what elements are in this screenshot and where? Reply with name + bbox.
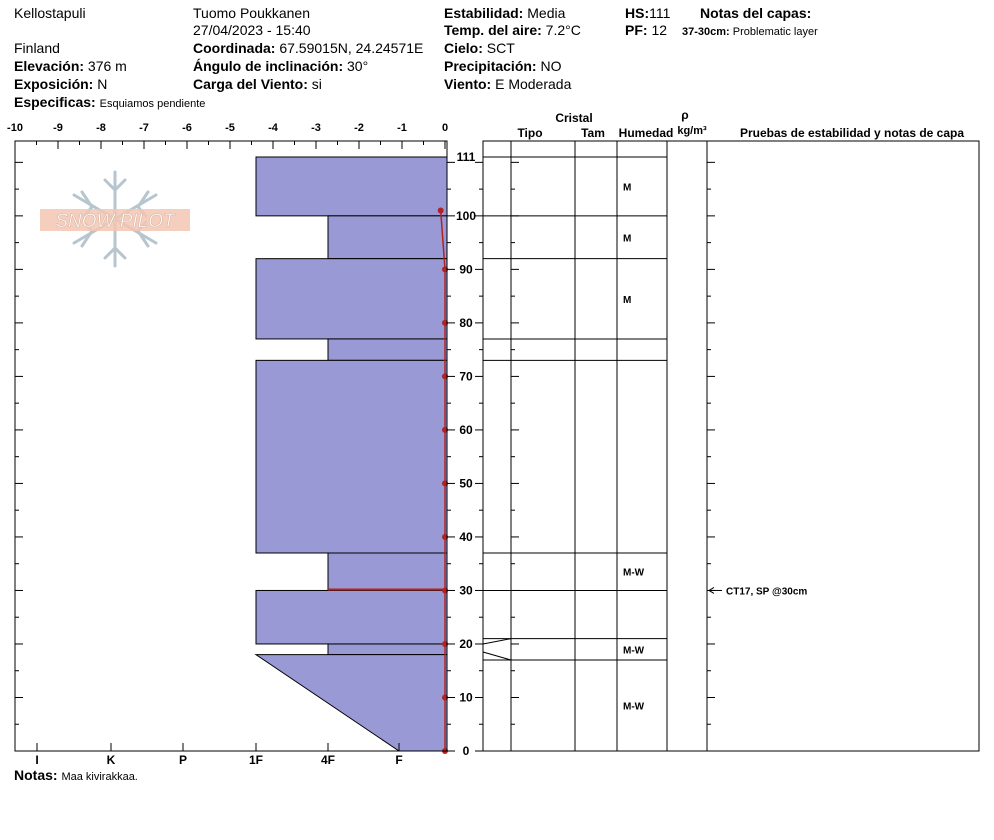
depth-tick-label: 0	[463, 744, 470, 758]
crystal-header: Cristal	[555, 111, 592, 125]
layer-panel-frame	[482, 140, 980, 752]
humidity-label: M	[623, 182, 631, 193]
humidity-header: Humedad	[619, 126, 674, 140]
depth-tick-label: 70	[459, 369, 473, 383]
layer-connector-slant	[482, 638, 512, 645]
depth-tick-label: 111	[457, 150, 476, 164]
observer: Tuomo Poukkanen	[193, 5, 310, 21]
humidity-label: M-W	[623, 568, 645, 579]
tests-header: Pruebas de estabilidad y notas de capa	[740, 126, 964, 140]
temp-tick-label: -8	[96, 122, 106, 134]
layer-connector-slant	[482, 651, 512, 661]
temp-tick-label: -2	[354, 122, 364, 134]
rho-header: ρ	[681, 108, 688, 122]
hardness-bar-5	[327, 552, 448, 591]
hs: HS:111	[625, 5, 671, 21]
depth-tick-label: 90	[459, 262, 473, 276]
hardness-bar-1	[327, 215, 448, 260]
snowpilot-logo: SNOW PILOT	[40, 170, 190, 268]
depth-tick-label: 50	[459, 476, 473, 490]
location: Kellostapuli	[14, 5, 86, 21]
hardness-bar-4	[255, 359, 448, 554]
hardness-bar-7	[327, 643, 448, 656]
depth-tick-label: 60	[459, 423, 473, 437]
hardness-bar-8	[254, 654, 448, 752]
temp-tick-label: -3	[311, 122, 321, 134]
stability-test-label: CT17, SP @30cm	[726, 586, 807, 597]
hardness-bar-2	[255, 258, 448, 340]
stability: Estabilidad: Media	[444, 5, 566, 21]
hardness-tick-label: 1F	[249, 753, 263, 767]
logo-text: SNOW PILOT	[55, 211, 176, 232]
depth-tick-label: 80	[459, 316, 473, 330]
layer-notes-title: Notas del capas:	[700, 5, 812, 21]
hardness-tick-label: K	[107, 753, 116, 767]
temp-tick-label: -4	[268, 122, 279, 134]
hardness-plot-frame	[14, 140, 448, 752]
size-header: Tam	[581, 126, 605, 140]
temp-tick-label: -6	[182, 122, 192, 134]
precipitation: Precipitación: NO	[444, 58, 562, 74]
specifics: Especificas: Esquiamos pendiente	[14, 94, 206, 110]
slope-angle: Ángulo de inclinación: 30°	[193, 58, 369, 74]
hardness-bar-6	[255, 589, 448, 645]
temperature-point-0	[437, 207, 444, 214]
temp-tick-label: -10	[7, 122, 23, 134]
type-header: Tipo	[517, 126, 542, 140]
depth-tick-label: 40	[459, 530, 473, 544]
air-temp: Temp. del aire: 7.2°C	[444, 22, 581, 38]
datetime: 27/04/2023 - 15:40	[193, 22, 311, 38]
humidity-label: M-W	[623, 645, 645, 656]
hardness-tick-label: 4F	[321, 753, 335, 767]
humidity-label: M-W	[623, 702, 645, 713]
sky: Cielo: SCT	[444, 40, 515, 56]
density-unit-header: kg/m³	[677, 125, 707, 137]
aspect: Exposición: N	[14, 76, 108, 92]
depth-tick-label: 30	[459, 583, 473, 597]
humidity-label: M	[623, 295, 631, 306]
layer-note: 37-30cm: Problematic layer	[682, 26, 818, 38]
country: Finland	[14, 40, 60, 56]
temp-tick-label: -7	[139, 122, 149, 134]
hardness-tick-label: P	[179, 753, 187, 767]
depth-tick-label: 20	[459, 637, 473, 651]
hardness-tick-label: I	[35, 753, 38, 767]
wind-load: Carga del Viento: si	[193, 76, 322, 92]
hardness-bar-0	[255, 156, 448, 217]
temp-tick-label: -1	[397, 122, 407, 134]
elevation: Elevación: 376 m	[14, 58, 127, 74]
humidity-label: M	[623, 233, 631, 244]
temp-tick-label: -9	[53, 122, 63, 134]
hardness-bar-3	[327, 338, 448, 361]
pf: PF: 12	[625, 22, 668, 38]
temp-tick-label: -5	[225, 122, 235, 134]
notes: Notas: Maa kivirakkaa.	[14, 767, 138, 783]
depth-tick-label: 100	[456, 209, 476, 223]
temp-tick-label: 0	[442, 122, 448, 134]
hardness-tick-label: F	[395, 753, 402, 767]
wind: Viento: E Moderada	[444, 76, 572, 92]
depth-tick-label: 10	[459, 690, 473, 704]
stability-test-arrowhead	[708, 587, 715, 594]
coordinates: Coordinada: 67.59015N, 24.24571E	[193, 40, 424, 56]
